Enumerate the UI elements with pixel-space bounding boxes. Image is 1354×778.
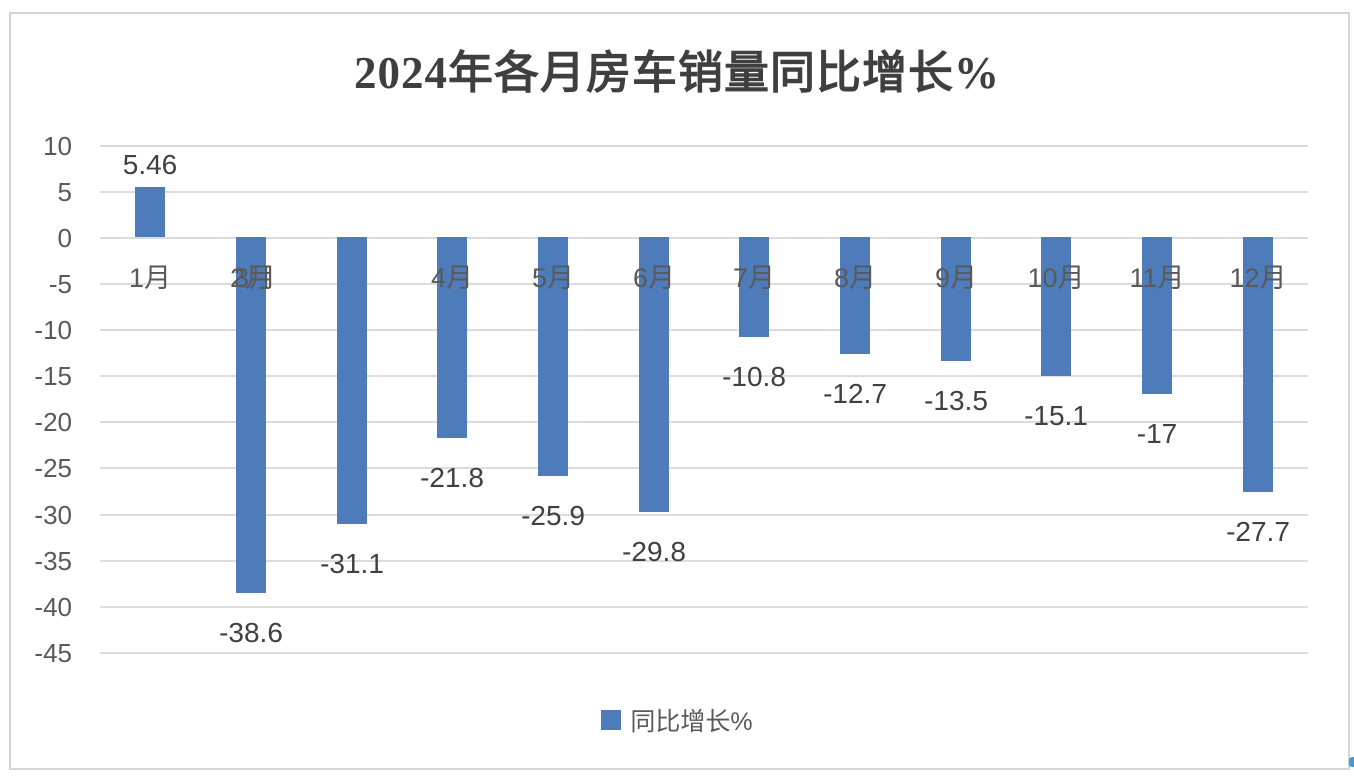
category-label-6月: 6月 <box>632 263 676 293</box>
value-label-9月: -13.5 <box>924 385 988 416</box>
value-label-4月: -21.8 <box>420 462 484 493</box>
y-axis-tick-label: -40 <box>34 592 72 622</box>
y-axis-tick-label: 10 <box>43 131 72 161</box>
value-label-12月: -27.7 <box>1226 516 1290 547</box>
chart-title: 2024年各月房车销量同比增长% <box>353 48 1000 98</box>
category-label-4月: 4月 <box>430 263 474 293</box>
category-label-11月: 11月 <box>1129 263 1185 293</box>
gridline <box>100 467 1308 469</box>
bar-1月 <box>135 187 165 237</box>
bar-12月 <box>1243 237 1273 492</box>
gridline <box>100 191 1308 193</box>
bar-2月 <box>236 237 266 593</box>
gridline <box>100 560 1308 562</box>
bar-7月 <box>739 237 769 337</box>
category-label-12月: 12月 <box>1229 263 1287 293</box>
gridline <box>100 283 1308 285</box>
legend-swatch-icon <box>601 710 622 730</box>
value-label-5月: -25.9 <box>521 500 585 531</box>
gridline <box>100 237 1308 239</box>
value-label-11月: -17 <box>1136 418 1178 449</box>
bar-6月 <box>639 237 669 512</box>
value-label-6月: -29.8 <box>622 536 686 567</box>
value-label-7月: -10.8 <box>722 361 786 392</box>
y-axis-tick-label: -45 <box>34 638 72 668</box>
y-axis-tick-label: -5 <box>48 269 72 299</box>
value-label-1月: 5.46 <box>122 149 178 180</box>
bar-11月 <box>1142 237 1172 394</box>
category-label-3月: 3月 <box>233 263 277 293</box>
bar-9月 <box>941 237 971 361</box>
legend: 同比增长% <box>0 702 1354 738</box>
gridline <box>100 145 1308 147</box>
bar-8月 <box>840 237 870 354</box>
gridline <box>100 652 1308 654</box>
value-label-2月: -38.6 <box>219 617 283 648</box>
y-axis-tick-label: -20 <box>34 407 72 437</box>
value-label-10月: -15.1 <box>1024 400 1088 431</box>
y-axis-tick-label: -35 <box>34 546 72 576</box>
bar-3月 <box>337 237 367 524</box>
gridline <box>100 329 1308 331</box>
edge-blue-mark <box>1349 757 1354 767</box>
y-axis-tick-label: -10 <box>34 315 72 345</box>
y-axis-tick-label: -25 <box>34 453 72 483</box>
y-axis-tick-label: 0 <box>57 223 72 253</box>
category-label-1月: 1月 <box>128 263 172 293</box>
y-axis-tick-label: -15 <box>34 361 72 391</box>
gridline <box>100 606 1308 608</box>
gridline <box>100 421 1308 423</box>
bar-10月 <box>1041 237 1071 376</box>
y-axis-tick-label: 5 <box>57 177 72 207</box>
bar-4月 <box>437 237 467 438</box>
gridline <box>100 375 1308 377</box>
category-label-8月: 8月 <box>833 263 877 293</box>
category-label-9月: 9月 <box>934 263 978 293</box>
chart-border-frame <box>9 12 1350 770</box>
category-label-2月: 2月 <box>229 263 273 293</box>
category-label-10月: 10月 <box>1027 263 1085 293</box>
category-label-5月: 5月 <box>531 263 575 293</box>
gridline <box>100 514 1308 516</box>
value-label-8月: -12.7 <box>823 378 887 409</box>
y-axis-tick-label: -30 <box>34 500 72 530</box>
legend-series-label: 同比增长% <box>630 708 753 736</box>
value-label-3月: -31.1 <box>320 548 384 579</box>
category-label-7月: 7月 <box>732 263 776 293</box>
bar-5月 <box>538 237 568 476</box>
